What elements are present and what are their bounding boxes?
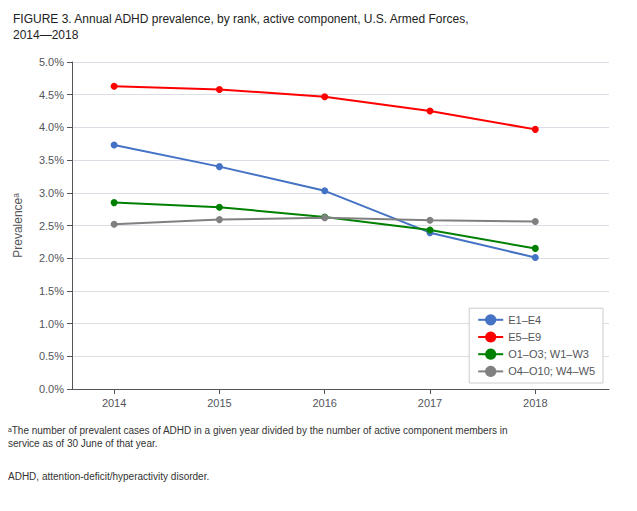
svg-text:2015: 2015 xyxy=(207,397,231,409)
svg-text:service as of 30 June of that: service as of 30 June of that year. xyxy=(8,438,158,449)
svg-text:E1–E4: E1–E4 xyxy=(508,314,541,326)
svg-text:2014—2018: 2014—2018 xyxy=(13,28,79,42)
svg-text:5.0%: 5.0% xyxy=(39,56,64,68)
svg-text:1.5%: 1.5% xyxy=(39,285,64,297)
svg-text:E5–E9: E5–E9 xyxy=(508,331,541,343)
svg-text:2017: 2017 xyxy=(418,397,442,409)
svg-text:0.5%: 0.5% xyxy=(39,350,64,362)
svg-text:2018: 2018 xyxy=(523,397,547,409)
svg-text:2.5%: 2.5% xyxy=(39,220,64,232)
svg-text:2014: 2014 xyxy=(102,397,126,409)
svg-text:O1–O3; W1–W3: O1–O3; W1–W3 xyxy=(508,348,589,360)
svg-text:FIGURE 3. Annual ADHD prevalen: FIGURE 3. Annual ADHD prevalence, by ran… xyxy=(13,12,469,26)
svg-text:2016: 2016 xyxy=(312,397,336,409)
svg-text:4.5%: 4.5% xyxy=(39,89,64,101)
svg-text:2.0%: 2.0% xyxy=(39,252,64,264)
svg-text:O4–O10; W4–W5: O4–O10; W4–W5 xyxy=(508,365,595,377)
svg-text:0.0%: 0.0% xyxy=(39,383,64,395)
svg-text:Prevalenceᵃ: Prevalenceᵃ xyxy=(11,193,25,258)
svg-text:ADHD, attention-deficit/hypera: ADHD, attention-deficit/hyperactivity di… xyxy=(8,471,209,482)
svg-text:3.0%: 3.0% xyxy=(39,187,64,199)
svg-text:3.5%: 3.5% xyxy=(39,154,64,166)
svg-text:ᵃThe number of prevalent cases: ᵃThe number of prevalent cases of ADHD i… xyxy=(8,425,508,436)
svg-text:4.0%: 4.0% xyxy=(39,121,64,133)
svg-text:1.0%: 1.0% xyxy=(39,318,64,330)
